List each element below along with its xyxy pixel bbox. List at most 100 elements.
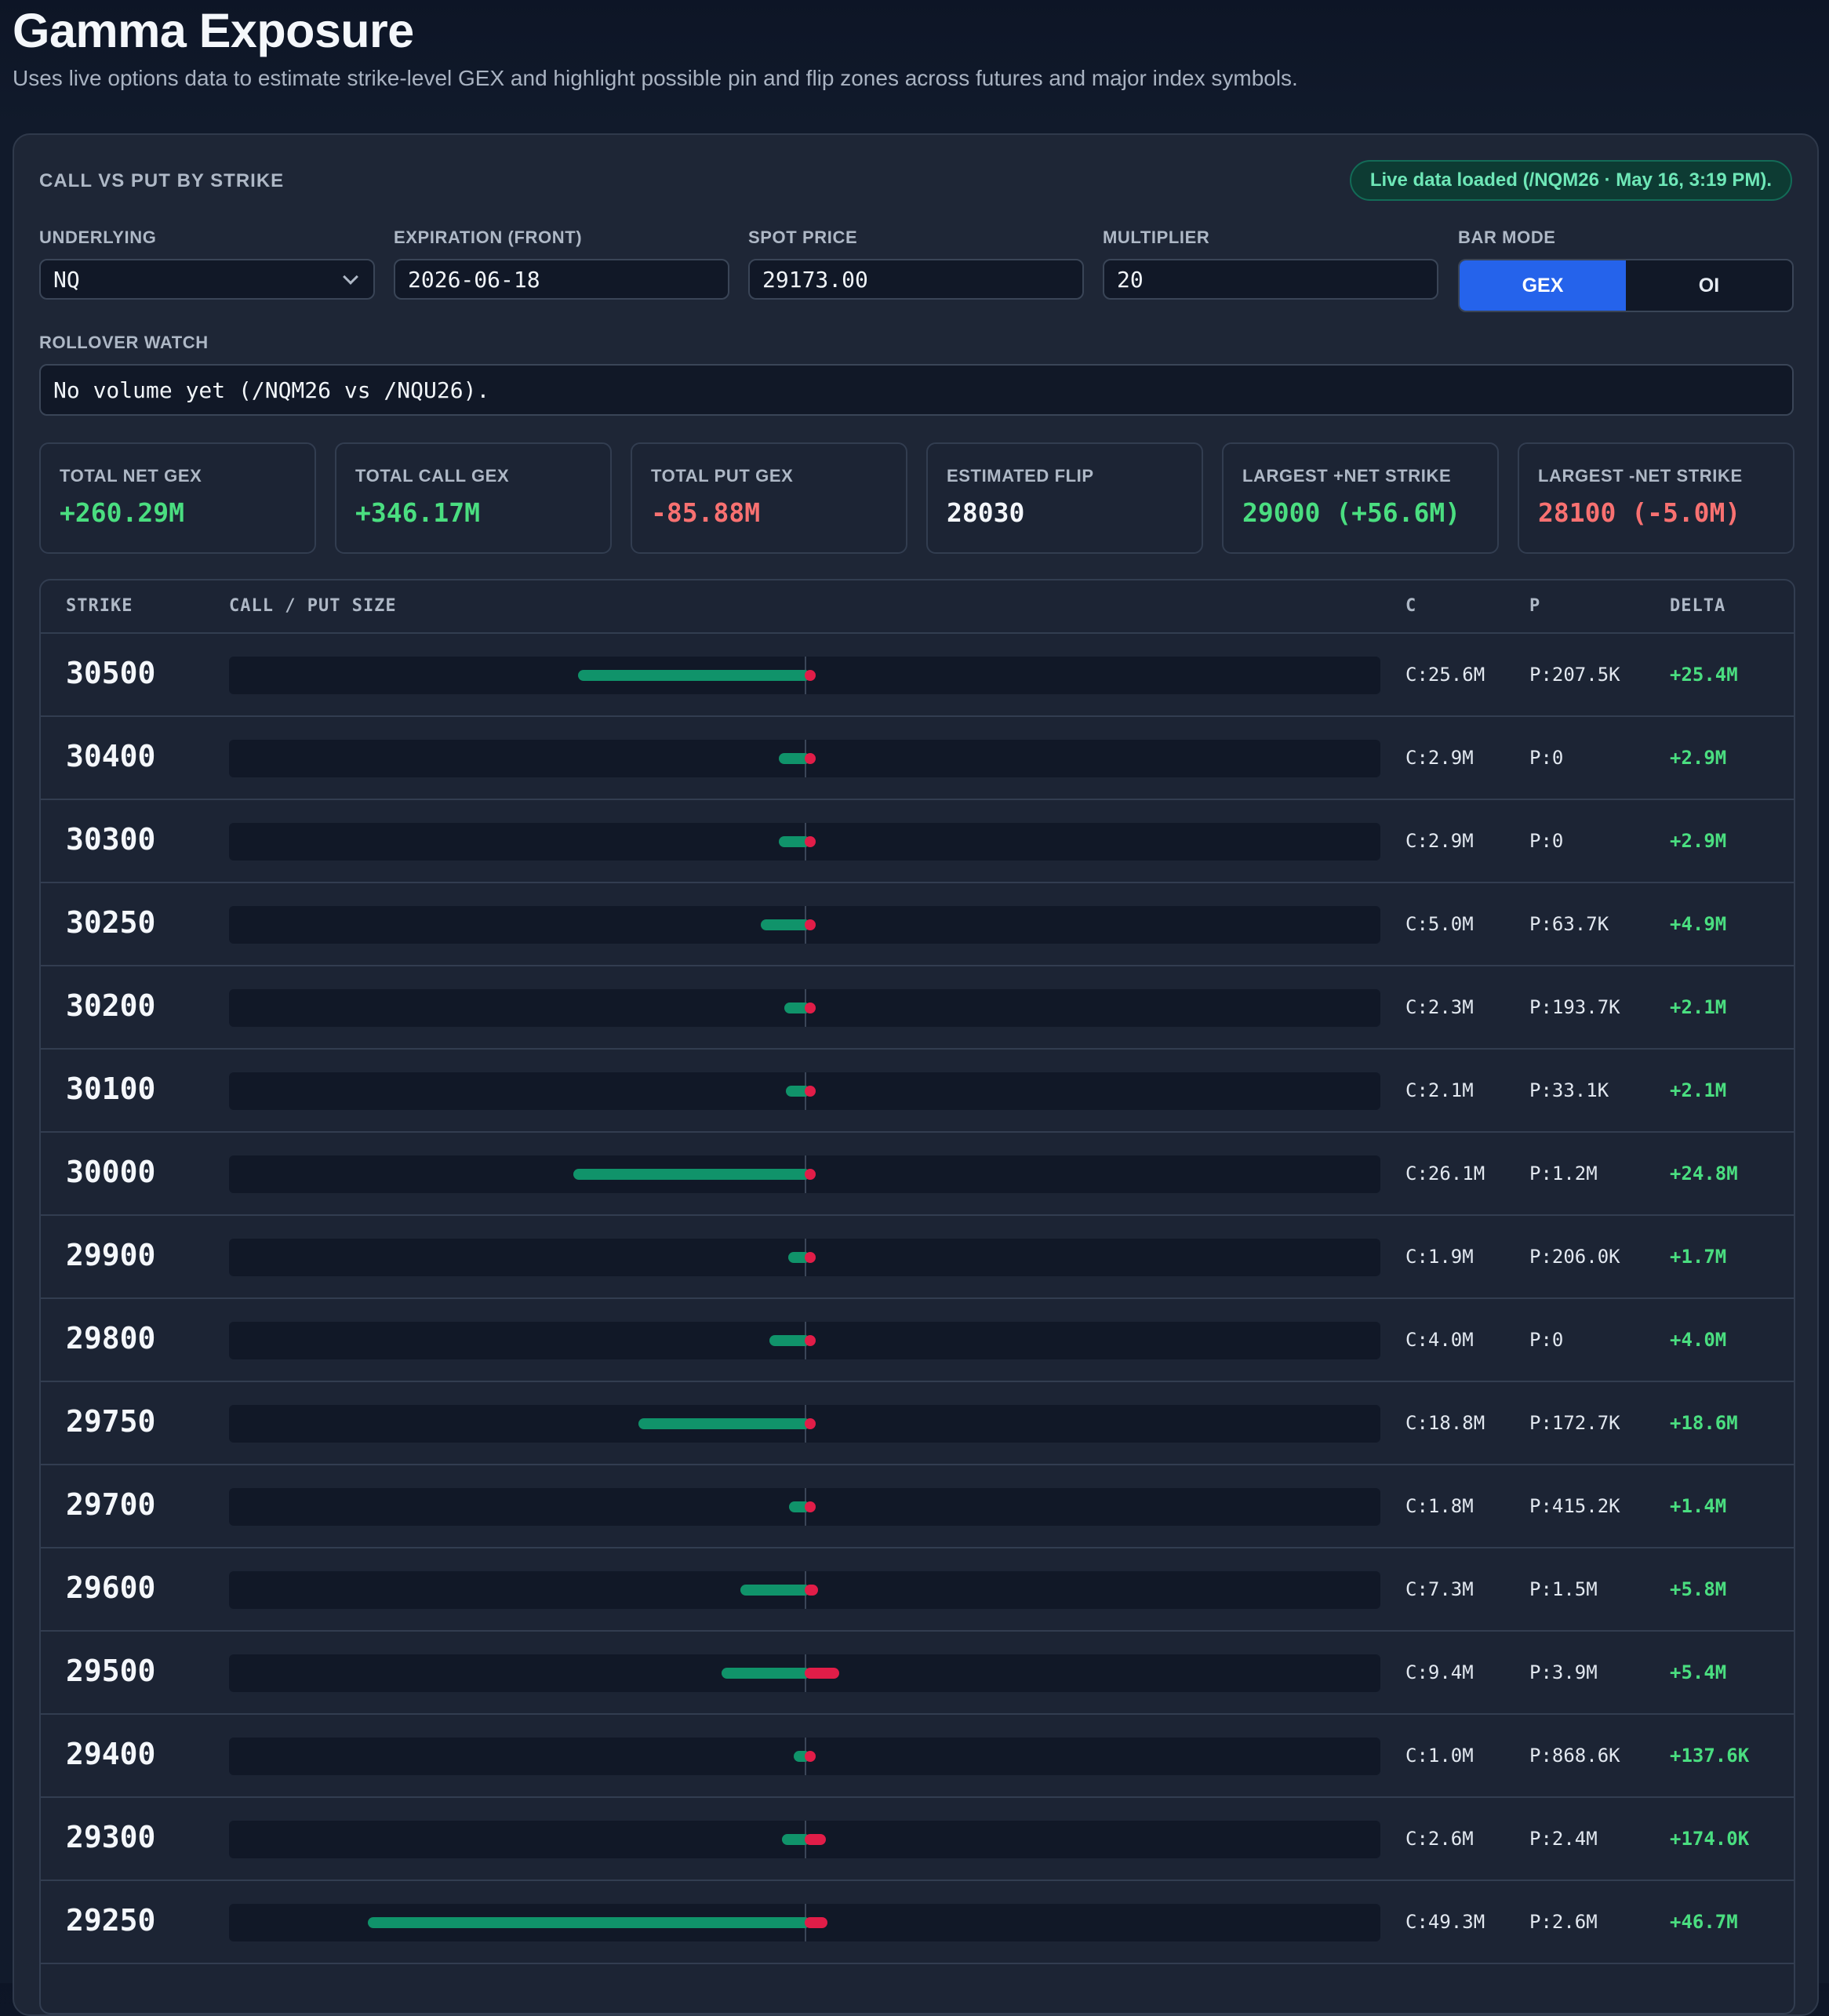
put-value: P:193.7K: [1529, 996, 1620, 1018]
page-title: Gamma Exposure: [13, 4, 414, 57]
rollover-value: No volume yet (/NQM26 vs /NQU26).: [53, 377, 490, 403]
call-value: C:25.6M: [1405, 664, 1485, 686]
call-value: C:5.0M: [1405, 913, 1474, 935]
put-value: P:206.0K: [1529, 1246, 1620, 1268]
delta-value: +5.4M: [1670, 1661, 1727, 1683]
table-row[interactable]: 30400 C:2.9M P:0 +2.9M: [41, 717, 1794, 800]
multiplier-label: MULTIPLIER: [1103, 227, 1210, 247]
delta-value: +137.6K: [1670, 1745, 1750, 1767]
strike-value: 29250: [66, 1903, 156, 1938]
call-value: C:9.4M: [1405, 1661, 1474, 1683]
stat-label: TOTAL NET GEX: [60, 466, 202, 486]
table-row[interactable]: 29750 C:18.8M P:172.7K +18.6M: [41, 1382, 1794, 1465]
bar-mode-oi-button[interactable]: OI: [1698, 274, 1720, 297]
table-row[interactable]: 29250 C:49.3M P:2.6M +46.7M: [41, 1881, 1794, 1964]
call-value: C:26.1M: [1405, 1163, 1485, 1184]
table-row[interactable]: 30500 C:25.6M P:207.5K +25.4M: [41, 634, 1794, 717]
delta-value: +24.8M: [1670, 1163, 1738, 1184]
stat-value: 29000 (+56.6M): [1242, 497, 1461, 528]
rollover-label: ROLLOVER WATCH: [39, 333, 209, 352]
put-bar: [805, 1252, 816, 1263]
table-row[interactable]: 30000 C:26.1M P:1.2M +24.8M: [41, 1133, 1794, 1216]
table-header: STRIKE CALL / PUT SIZE C P DELTA: [41, 580, 1794, 634]
size-bar-track: [229, 1738, 1380, 1775]
column-p: P: [1529, 596, 1541, 616]
put-bar: [805, 1917, 828, 1928]
chevron-down-icon: [343, 269, 358, 285]
call-value: C:2.6M: [1405, 1828, 1474, 1850]
table-row[interactable]: 29500 C:9.4M P:3.9M +5.4M: [41, 1632, 1794, 1715]
call-bar: [769, 1335, 810, 1346]
stat-value: 28030: [947, 497, 1025, 528]
delta-value: +1.7M: [1670, 1246, 1727, 1268]
stat-label: LARGEST -NET STRIKE: [1538, 466, 1743, 486]
table-row[interactable]: 29700 C:1.8M P:415.2K +1.4M: [41, 1465, 1794, 1548]
put-bar: [805, 1501, 816, 1512]
stat-label: TOTAL CALL GEX: [355, 466, 510, 486]
size-bar-track: [229, 1654, 1380, 1692]
call-bar: [367, 1917, 810, 1928]
put-bar: [805, 1335, 816, 1346]
size-bar-track: [229, 740, 1380, 777]
delta-value: +4.9M: [1670, 913, 1727, 935]
call-value: C:1.9M: [1405, 1246, 1474, 1268]
call-bar: [577, 670, 810, 681]
column-delta: DELTA: [1670, 596, 1726, 616]
put-value: P:207.5K: [1529, 664, 1620, 686]
call-bar: [573, 1169, 810, 1180]
put-value: P:0: [1529, 1329, 1564, 1351]
put-value: P:0: [1529, 830, 1564, 852]
table-row[interactable]: 30300 C:2.9M P:0 +2.9M: [41, 800, 1794, 883]
table-row[interactable]: 30250 C:5.0M P:63.7K +4.9M: [41, 883, 1794, 966]
call-bar: [786, 1086, 810, 1097]
expiration-input[interactable]: 2026-06-18: [394, 259, 729, 300]
table-row[interactable]: 30100 C:2.1M P:33.1K +2.1M: [41, 1050, 1794, 1133]
rollover-field[interactable]: No volume yet (/NQM26 vs /NQU26).: [39, 364, 1794, 416]
put-bar: [805, 670, 816, 681]
put-value: P:63.7K: [1529, 913, 1609, 935]
put-value: P:868.6K: [1529, 1745, 1620, 1767]
put-value: P:2.6M: [1529, 1911, 1598, 1933]
underlying-label: UNDERLYING: [39, 227, 157, 247]
table-row[interactable]: 29800 C:4.0M P:0 +4.0M: [41, 1299, 1794, 1382]
bar-mode-label: BAR MODE: [1458, 227, 1556, 247]
stat-value: +260.29M: [60, 497, 184, 528]
strike-value: 30500: [66, 656, 156, 690]
strike-value: 29700: [66, 1487, 156, 1522]
column-c: C: [1405, 596, 1417, 616]
stat-label: TOTAL PUT GEX: [651, 466, 794, 486]
delta-value: +2.1M: [1670, 996, 1727, 1018]
put-bar: [805, 753, 816, 764]
size-bar-track: [229, 989, 1380, 1027]
strike-table: STRIKE CALL / PUT SIZE C P DELTA 30500 C:…: [39, 579, 1795, 2014]
call-value: C:1.0M: [1405, 1745, 1474, 1767]
table-row[interactable]: 29600 C:7.3M P:1.5M +5.8M: [41, 1548, 1794, 1632]
stat-card-total-put-gex: TOTAL PUT GEX -85.88M: [631, 442, 907, 554]
column-size: CALL / PUT SIZE: [229, 596, 397, 616]
stat-card-total-net-gex: TOTAL NET GEX +260.29M: [39, 442, 316, 554]
table-row[interactable]: 30200 C:2.3M P:193.7K +2.1M: [41, 966, 1794, 1050]
put-value: P:172.7K: [1529, 1412, 1620, 1434]
table-row[interactable]: 29300 C:2.6M P:2.4M +174.0K: [41, 1798, 1794, 1881]
call-bar: [721, 1668, 810, 1679]
table-row[interactable]: 29900 C:1.9M P:206.0K +1.7M: [41, 1216, 1794, 1299]
table-row[interactable]: 29400 C:1.0M P:868.6K +137.6K: [41, 1715, 1794, 1798]
spot-price-input[interactable]: 29173.00: [748, 259, 1084, 300]
gex-panel: CALL VS PUT BY STRIKE Live data loaded (…: [13, 133, 1819, 2016]
expiration-label: EXPIRATION (FRONT): [394, 227, 583, 247]
call-value: C:7.3M: [1405, 1578, 1474, 1600]
size-bar-track: [229, 1322, 1380, 1359]
bar-mode-gex-button[interactable]: GEX: [1460, 260, 1626, 311]
put-value: P:415.2K: [1529, 1495, 1620, 1517]
put-bar: [805, 1086, 816, 1097]
size-bar-track: [229, 1821, 1380, 1858]
strike-value: 29750: [66, 1404, 156, 1439]
call-bar: [638, 1418, 810, 1429]
status-badge: Live data loaded (/NQM26 · May 16, 3:19 …: [1349, 160, 1792, 201]
multiplier-input[interactable]: 20: [1103, 259, 1438, 300]
call-value: C:2.3M: [1405, 996, 1474, 1018]
delta-value: +18.6M: [1670, 1412, 1738, 1434]
underlying-select[interactable]: NQ: [39, 259, 375, 300]
call-bar: [779, 836, 810, 847]
expiration-value: 2026-06-18: [408, 266, 540, 293]
